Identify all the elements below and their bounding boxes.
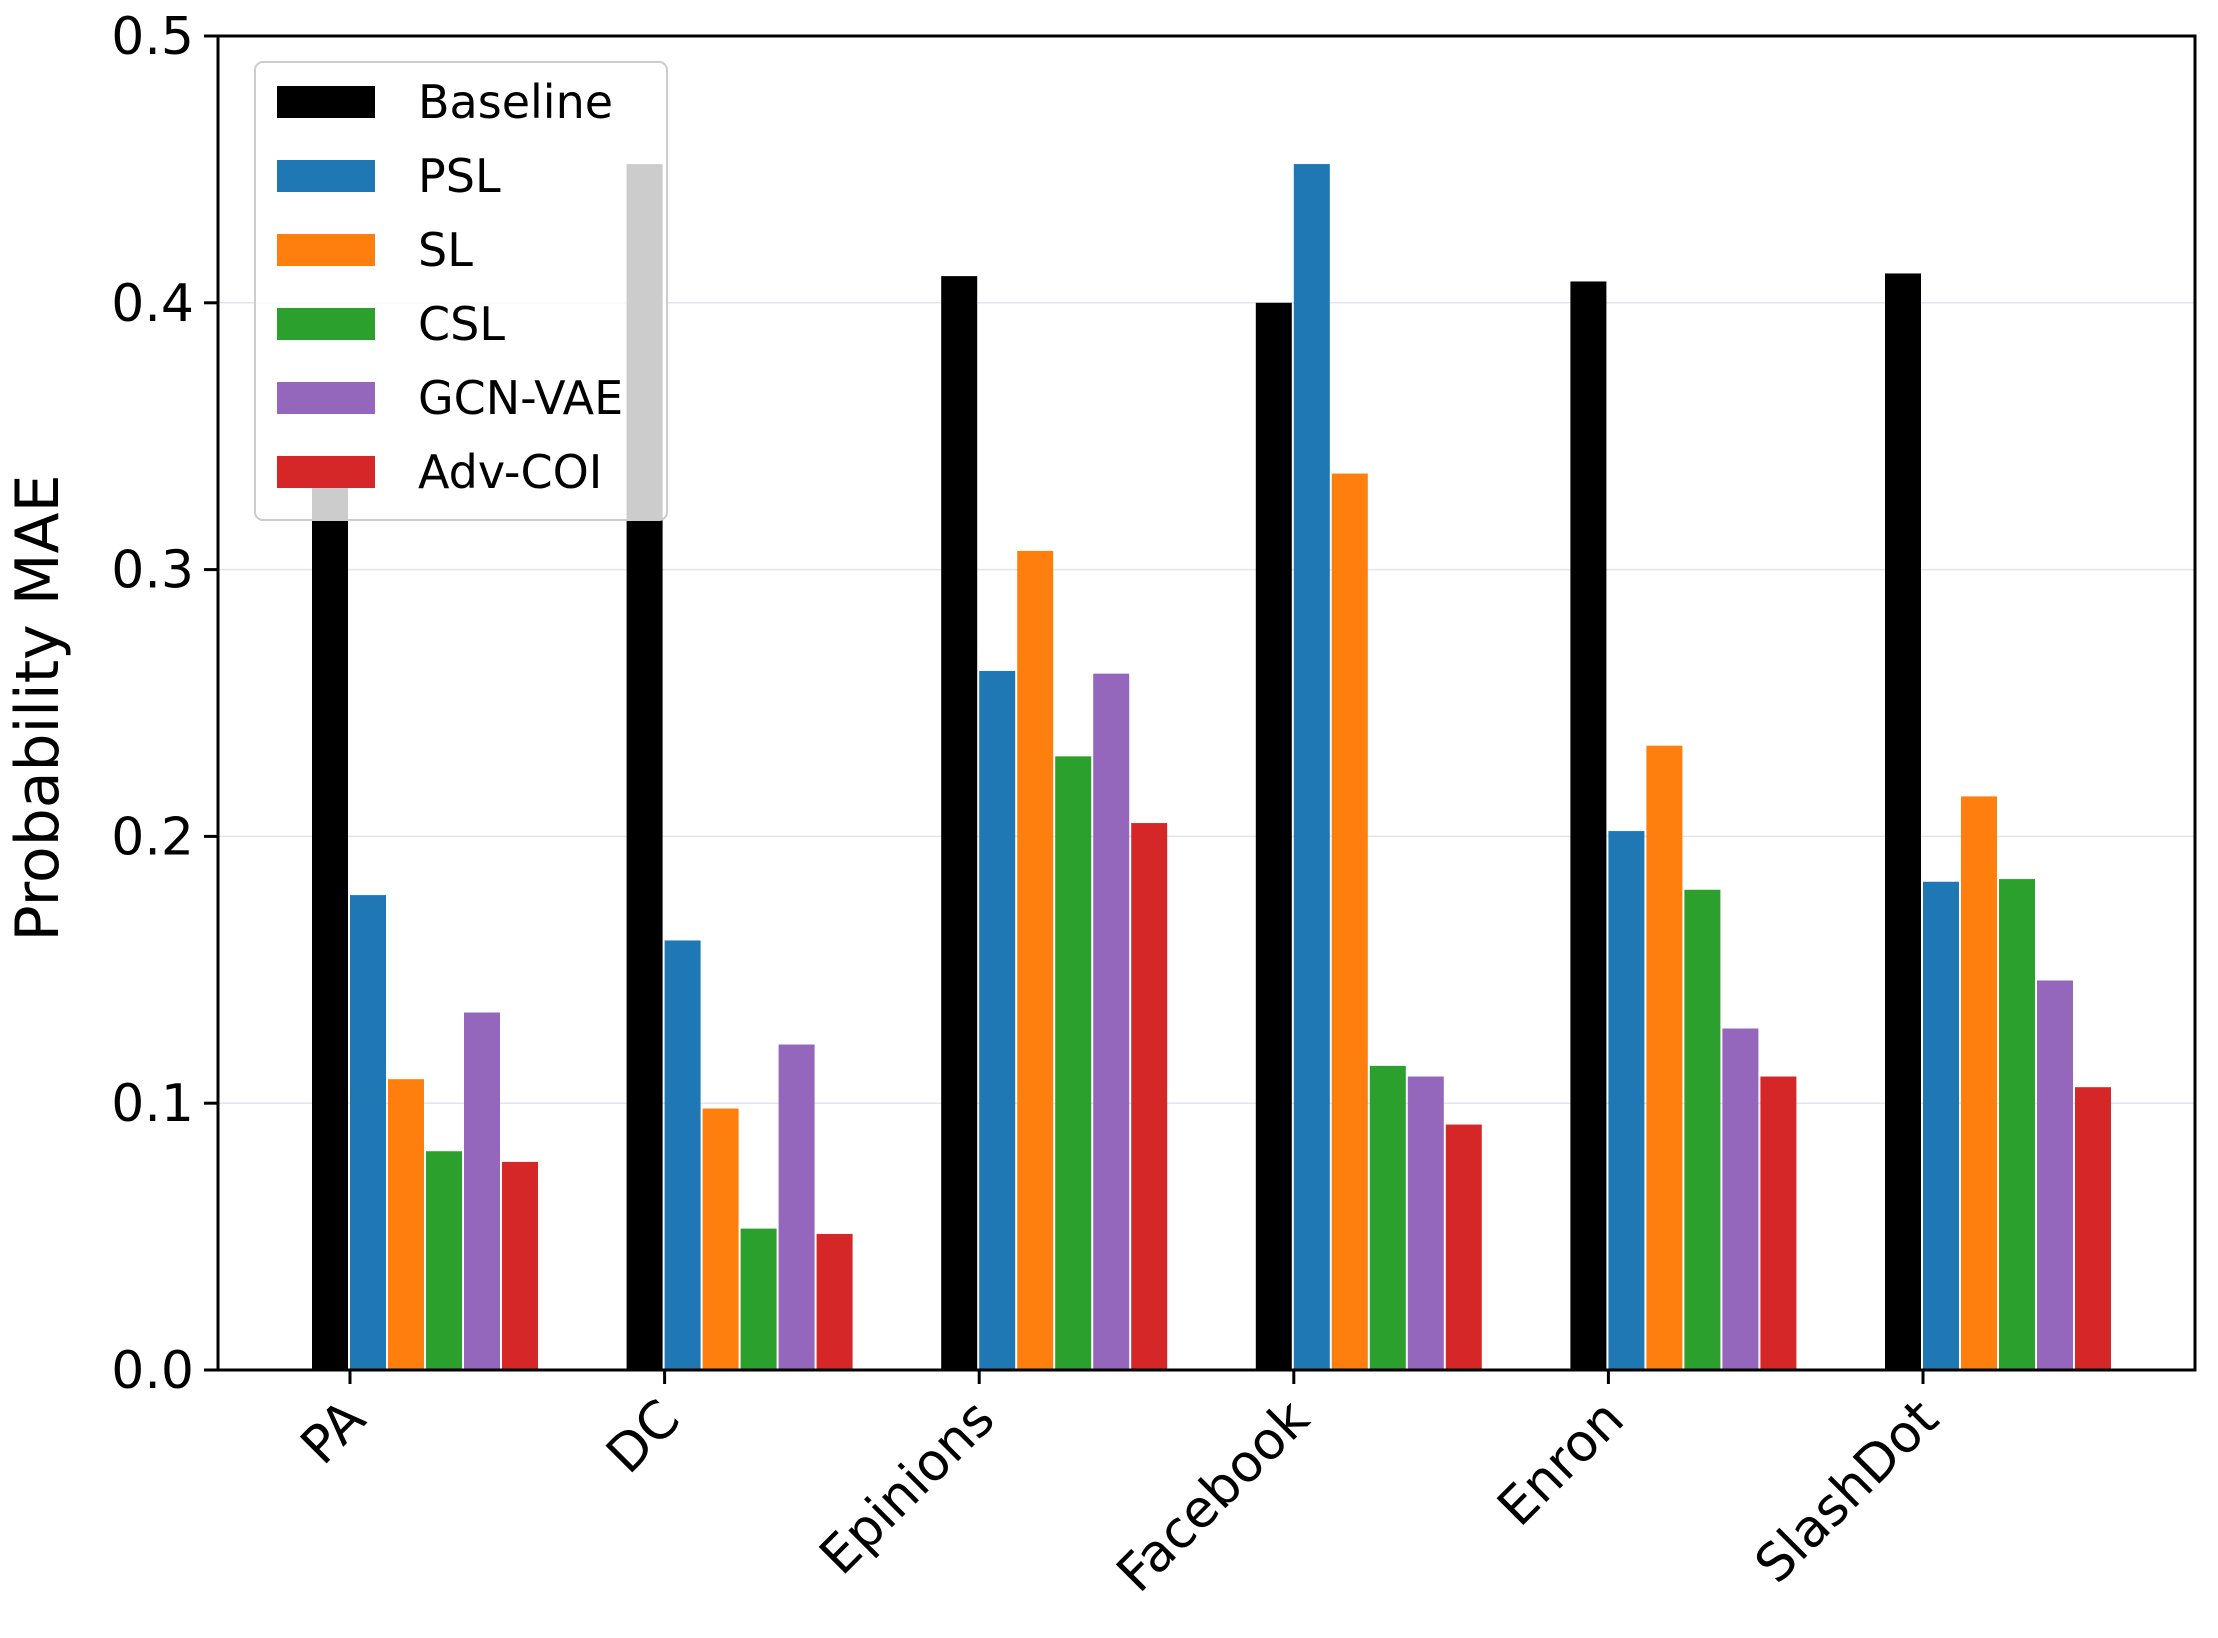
- legend-label: GCN-VAE: [418, 371, 623, 425]
- bar-psl-enron: [1608, 831, 1645, 1370]
- x-tick-label: Enron: [1487, 1389, 1636, 1538]
- bar-csl-epinions: [1055, 756, 1092, 1370]
- bar-baseline-facebook: [1255, 302, 1292, 1370]
- bar-csl-facebook: [1369, 1065, 1406, 1370]
- bar-adv-coi-slashdot: [2075, 1087, 2111, 1370]
- legend-label: SL: [418, 223, 473, 277]
- bar-gcn-vae-dc: [778, 1044, 815, 1370]
- legend-swatch: [277, 234, 375, 266]
- x-tick-label: DC: [595, 1389, 691, 1485]
- bar-adv-coi-facebook: [1445, 1124, 1482, 1370]
- bar-gcn-vae-epinions: [1093, 673, 1130, 1370]
- bar-psl-dc: [664, 940, 701, 1370]
- bar-gcn-vae-enron: [1722, 1028, 1759, 1370]
- bar-gcn-vae-facebook: [1407, 1076, 1444, 1370]
- x-tick-label: PA: [290, 1388, 378, 1476]
- bar-csl-dc: [740, 1228, 777, 1370]
- bars: [312, 164, 2111, 1371]
- legend-label: Adv-COI: [418, 445, 602, 499]
- bar-psl-epinions: [979, 670, 1016, 1370]
- bar-csl-slashdot: [1999, 879, 2035, 1370]
- y-tick-label: 0.2: [111, 807, 194, 867]
- bar-adv-coi-pa: [502, 1161, 538, 1370]
- bar-baseline-pa: [312, 484, 348, 1370]
- x-tick-label: Facebook: [1106, 1389, 1321, 1604]
- x-tick-label: SlashDot: [1744, 1389, 1950, 1595]
- legend-label: CSL: [418, 297, 505, 351]
- bar-baseline-epinions: [941, 276, 978, 1370]
- bar-gcn-vae-slashdot: [2037, 980, 2073, 1370]
- bar-psl-pa: [350, 895, 386, 1370]
- legend-swatch: [277, 308, 375, 340]
- bar-sl-epinions: [1017, 550, 1054, 1370]
- y-tick-label: 0.4: [111, 274, 194, 334]
- bar-csl-pa: [426, 1151, 462, 1370]
- bar-baseline-enron: [1570, 281, 1607, 1370]
- bar-psl-facebook: [1293, 164, 1330, 1371]
- bar-sl-facebook: [1331, 473, 1368, 1370]
- y-tick-label: 0.5: [111, 7, 194, 67]
- y-tick-label: 0.0: [111, 1341, 194, 1401]
- x-tick-label: Epinions: [809, 1389, 1007, 1587]
- y-tick-label: 0.3: [111, 541, 194, 601]
- legend-swatch: [277, 160, 375, 192]
- legend-swatch: [277, 456, 375, 488]
- bar-sl-dc: [702, 1108, 739, 1370]
- y-axis-label: Probability MAE: [3, 475, 73, 942]
- bar-adv-coi-epinions: [1131, 823, 1168, 1370]
- plot-frame: [216, 34, 2197, 1372]
- bar-psl-slashdot: [1923, 881, 1959, 1370]
- legend-swatch: [277, 382, 375, 414]
- legend-label: Baseline: [418, 75, 613, 129]
- bar-sl-enron: [1646, 745, 1683, 1370]
- legend-label: PSL: [418, 149, 501, 203]
- legend: Baseline PSL SL CSL GCN-VAE Adv-COI: [254, 61, 668, 521]
- bar-adv-coi-enron: [1760, 1076, 1797, 1370]
- bar-adv-coi-dc: [816, 1233, 853, 1370]
- bar-sl-slashdot: [1961, 796, 1997, 1370]
- legend-swatch: [277, 86, 375, 118]
- bar-gcn-vae-pa: [464, 1012, 500, 1370]
- bar-csl-enron: [1684, 889, 1721, 1370]
- bar-sl-pa: [388, 1079, 424, 1370]
- y-tick-label: 0.1: [111, 1074, 194, 1134]
- bar-baseline-slashdot: [1885, 273, 1921, 1370]
